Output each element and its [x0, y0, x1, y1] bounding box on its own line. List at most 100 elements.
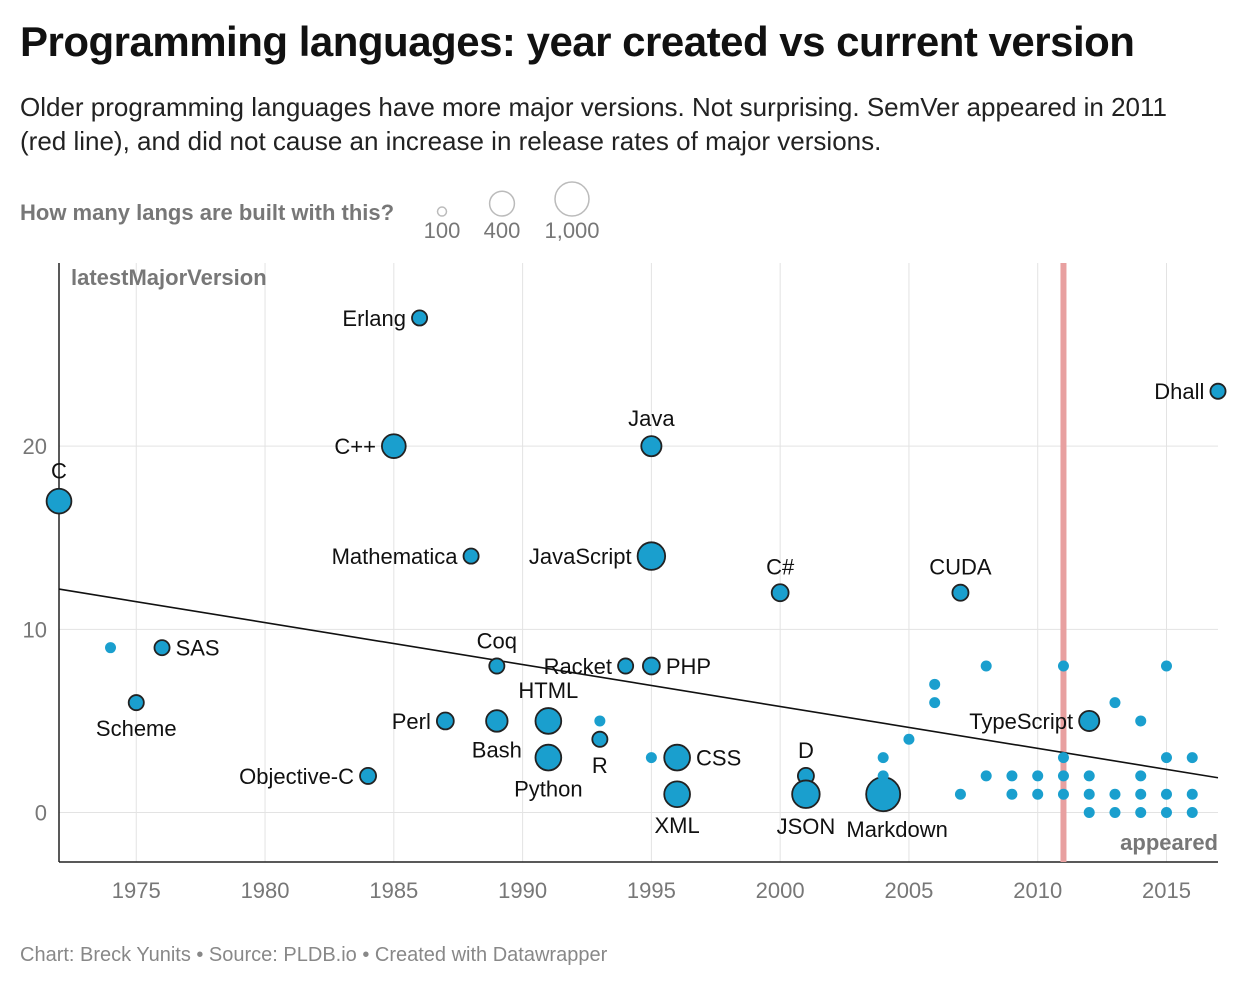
scatter-point — [488, 657, 506, 675]
x-tick-label: 2015 — [1142, 878, 1191, 903]
x-tick-label: 1980 — [241, 878, 290, 903]
scatter-point — [534, 707, 563, 735]
scatter-point — [359, 766, 378, 785]
point-label: Bash — [472, 738, 522, 763]
scatter-point — [1160, 752, 1172, 764]
x-tick-label: 2005 — [884, 878, 933, 903]
size-legend-circle — [488, 190, 516, 217]
scatter-point — [865, 776, 902, 813]
point-label: CUDA — [929, 555, 992, 580]
x-tick-label: 1985 — [369, 878, 418, 903]
scatter-point — [1135, 770, 1147, 782]
size-legend-value: 100 — [424, 218, 461, 243]
point-label: TypeScript — [969, 709, 1073, 734]
point-label: CSS — [696, 746, 741, 771]
scatter-point — [663, 743, 691, 772]
scatter-point — [105, 642, 117, 654]
point-label: PHP — [666, 654, 711, 679]
scatter-point — [929, 697, 941, 709]
x-tick-label: 1975 — [112, 878, 161, 903]
point-label: JavaScript — [529, 544, 632, 569]
size-legend-value: 400 — [484, 218, 521, 243]
scatter-point — [1109, 788, 1121, 800]
scatter-point — [127, 694, 145, 712]
point-label: Perl — [392, 709, 431, 734]
x-tick-label: 2000 — [756, 878, 805, 903]
scatter-point — [1006, 788, 1018, 800]
scatter-point — [411, 309, 429, 327]
scatter-point — [381, 433, 407, 459]
scatter-point — [1135, 715, 1147, 727]
scatter-point — [1160, 660, 1172, 672]
scatter-point — [640, 435, 663, 458]
point-label: C — [51, 459, 67, 484]
chart-title: Programming languages: year created vs c… — [20, 18, 1135, 65]
x-tick-label: 1990 — [498, 878, 547, 903]
trend-line — [58, 588, 1219, 779]
scatter-point — [1186, 788, 1198, 800]
point-label: Coq — [477, 628, 517, 653]
scatter-point — [877, 752, 889, 764]
size-legend-label: How many langs are built with this? — [20, 200, 395, 225]
scatter-point — [1160, 807, 1172, 819]
scatter-point — [1083, 807, 1095, 819]
scatter-point — [591, 730, 609, 748]
size-legend-circle — [436, 206, 448, 217]
size-legend: How many langs are built with this? 100 4… — [20, 178, 660, 248]
scatter-point — [1160, 788, 1172, 800]
size-legend-value: 1,000 — [544, 218, 599, 243]
y-tick-label: 10 — [23, 617, 47, 642]
chart-footer: Chart: Breck Yunits • Source: PLDB.io • … — [20, 944, 608, 966]
scatter-point — [1109, 807, 1121, 819]
scatter-point — [877, 770, 889, 782]
scatter-point — [534, 743, 563, 772]
point-label: Erlang — [342, 306, 406, 331]
scatter-point — [1032, 788, 1044, 800]
scatter-point — [1186, 807, 1198, 819]
scatter-point — [1209, 382, 1227, 400]
y-tick-label: 0 — [35, 801, 47, 826]
point-label: Racket — [544, 654, 612, 679]
chart-subtitle: Older programming languages have more ma… — [20, 92, 1167, 156]
x-tick-label: 1995 — [627, 878, 676, 903]
semver-reference-line — [1060, 263, 1067, 862]
scatter-point — [954, 788, 966, 800]
scatter-point — [929, 678, 941, 690]
point-label: Java — [628, 406, 675, 431]
point-label: Scheme — [96, 716, 177, 741]
point-label: Markdown — [846, 817, 947, 842]
scatter-point — [45, 487, 73, 515]
scatter-point — [1057, 660, 1069, 672]
scatter-point — [617, 657, 635, 675]
point-label: Dhall — [1154, 379, 1204, 404]
point-label: JSON — [777, 814, 836, 839]
scatter-point — [642, 656, 661, 676]
scatter-point — [951, 583, 970, 602]
point-label: C++ — [334, 434, 376, 459]
scatter-point — [1032, 770, 1044, 782]
point-label: Objective-C — [239, 764, 354, 789]
scatter-point — [1109, 697, 1121, 709]
scatter-point — [1083, 770, 1095, 782]
size-legend-circle — [554, 181, 590, 217]
point-label: SAS — [176, 636, 220, 661]
scatter-point — [153, 639, 171, 657]
size-legend-marks: 100 400 1,000 — [424, 181, 600, 243]
scatter-point — [770, 583, 790, 603]
scatter-point — [645, 752, 657, 764]
scatter-point — [1006, 770, 1018, 782]
scatter-point — [980, 660, 992, 672]
y-tick-label: 20 — [23, 434, 47, 459]
scatter-point — [903, 733, 915, 745]
scatter-point — [485, 709, 509, 733]
point-label: R — [592, 753, 608, 778]
point-label: Python — [514, 776, 583, 801]
scatter-point — [435, 711, 455, 731]
scatter-point — [663, 780, 691, 809]
scatter-point — [636, 541, 667, 571]
scatter-point — [1135, 788, 1147, 800]
scatter-point — [980, 770, 992, 782]
scatter-point — [1057, 770, 1069, 782]
x-axis-title: appeared — [1120, 830, 1218, 855]
